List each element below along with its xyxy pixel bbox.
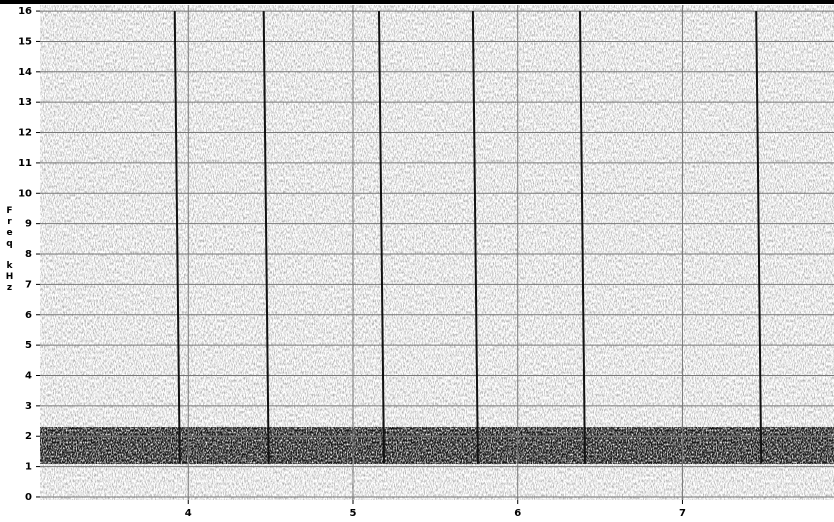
y-tick-label: 11 bbox=[18, 158, 32, 169]
noise-band bbox=[40, 427, 834, 463]
y-tick-label: 13 bbox=[18, 97, 32, 108]
y-tick-label: 4 bbox=[25, 370, 32, 381]
y-tick-label: 1 bbox=[25, 462, 32, 473]
spectrogram-window: Freq kHz 0123456789101112131415164567 bbox=[0, 0, 834, 522]
y-tick-label: 15 bbox=[18, 36, 32, 47]
y-tick-label: 2 bbox=[25, 431, 32, 442]
x-tick-label: 7 bbox=[679, 508, 686, 519]
y-tick-label: 14 bbox=[18, 67, 32, 78]
noise-texture bbox=[40, 5, 834, 500]
y-tick-label: 6 bbox=[25, 310, 32, 321]
y-tick-label: 16 bbox=[18, 6, 32, 17]
x-tick-label: 5 bbox=[350, 508, 357, 519]
y-tick-label: 12 bbox=[18, 128, 32, 139]
y-tick-label: 7 bbox=[25, 279, 32, 290]
x-tick-label: 4 bbox=[185, 508, 192, 519]
y-tick-label: 10 bbox=[18, 188, 32, 199]
top-border bbox=[0, 0, 834, 4]
x-tick-label: 6 bbox=[514, 508, 521, 519]
y-tick-label: 9 bbox=[25, 219, 32, 230]
y-tick-label: 3 bbox=[25, 401, 32, 412]
y-tick-label: 8 bbox=[25, 249, 32, 260]
y-tick-label: 0 bbox=[25, 492, 32, 503]
y-axis-label: Freq kHz bbox=[5, 206, 15, 294]
y-tick-label: 5 bbox=[25, 340, 32, 351]
